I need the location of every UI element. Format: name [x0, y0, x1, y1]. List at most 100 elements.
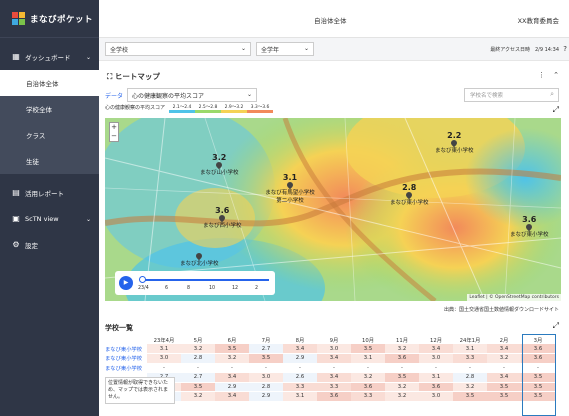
score-cell: 3.5 — [487, 382, 521, 392]
table-header: 2月 — [499, 337, 509, 344]
score-cell: 2.9 — [215, 382, 249, 392]
score-cell: 3.5 — [249, 353, 283, 364]
zoom-in-button[interactable]: + — [111, 123, 117, 131]
source-link[interactable]: 出典：国土交通省国土数値情報ダウンロードサイト — [443, 307, 559, 313]
score-cell: 2.8 — [181, 353, 215, 364]
score-cell: 3.2 — [453, 382, 487, 392]
heatmap-title: ⛶ ヒートマップ — [107, 71, 160, 82]
score-cell: 3.4 — [487, 372, 521, 383]
score-cell: 3.0 — [419, 391, 453, 402]
table-row[interactable]: まなび東小学校 3.0 2.8 3.2 3.5 2.9 3.4 3.1 3.6 3.0 3.3 3.2… — [105, 353, 555, 364]
map-marker[interactable]: 2.2 まなび東小学校 — [435, 131, 474, 154]
table-header: 6月 — [227, 337, 237, 344]
org-name[interactable]: XX教育委員会 — [517, 17, 559, 25]
collapse-icon[interactable]: ⌃ — [553, 71, 559, 79]
score-cell: 3.4 — [317, 372, 351, 383]
school-name-link[interactable]: まなび東小学校 — [105, 353, 147, 364]
grade-select[interactable]: 全学年 ⌄ — [256, 42, 314, 56]
map-marker[interactable]: 3.6 まなび西小学校 — [203, 206, 242, 229]
score-cell: 3.0 — [147, 353, 181, 364]
legend-tick: 2.9〜3.2 — [224, 105, 244, 110]
score-cell: 3.2 — [181, 344, 215, 354]
timeline-track[interactable] — [141, 279, 269, 281]
table-header: 9月 — [329, 337, 339, 344]
score-cell: 3.2 — [385, 391, 419, 402]
heatmap-overlay — [105, 118, 561, 301]
data-select[interactable]: 心の健康観察の平均スコア ⌄ — [127, 88, 258, 102]
table-header: 8月 — [295, 337, 305, 344]
score-cell: - — [419, 363, 453, 373]
score-cell: - — [351, 363, 385, 373]
score-cell: 3.6 — [419, 382, 453, 392]
logo-icon — [12, 12, 25, 25]
data-select-value: 心の健康観察の平均スコア — [132, 92, 205, 100]
expand-icon[interactable]: ⤢ — [552, 321, 559, 330]
sidebar-item-sctn[interactable]: ▣ ScTN view ⌄ — [0, 206, 99, 232]
table-header: 24年1月 — [459, 337, 481, 344]
timeline-tick: 8 — [187, 286, 191, 291]
search-input[interactable]: 学校名で検索 ⌕ — [464, 88, 559, 102]
sidebar-item-school[interactable]: 学校全体 — [0, 96, 99, 122]
score-cell: 3.1 — [283, 391, 317, 402]
school-select-value: 全学校 — [110, 46, 129, 54]
score-cell: 3.5 — [215, 344, 249, 354]
app-title: まなびポケット — [30, 14, 94, 25]
expand-icon[interactable]: ⤢ — [552, 105, 559, 114]
score-cell: 3.4 — [487, 344, 521, 354]
selected-column-highlight — [522, 334, 556, 416]
marker-label: まなび東小学校 — [435, 148, 474, 154]
play-button[interactable]: ▶ — [119, 276, 133, 290]
map-marker[interactable]: 2.8 まなび東小学校 — [390, 183, 429, 206]
legend-swatch — [221, 110, 248, 113]
map-marker[interactable]: まなび北小学校 — [180, 251, 219, 267]
sidebar-item-class[interactable]: クラス — [0, 122, 99, 148]
school-list-title: 学校一覧 — [105, 324, 133, 332]
score-cell: - — [487, 363, 521, 373]
legend-swatch — [195, 110, 222, 113]
school-name-link[interactable]: まなび東小学校 — [105, 363, 147, 373]
zoom-out-button[interactable]: − — [111, 132, 117, 140]
score-cell: 3.5 — [521, 391, 555, 402]
sidebar-item-label: 設定 — [25, 242, 38, 250]
app-logo[interactable]: まなびポケット — [0, 0, 99, 38]
score-cell: 3.4 — [215, 372, 249, 383]
marker-label: まなび東小学校 — [510, 232, 549, 238]
sidebar-item-settings[interactable]: ⚙ 設定 — [0, 232, 99, 258]
sidebar-item-dashboard[interactable]: ▦ ダッシュボード ⌄ — [0, 44, 99, 70]
map-attribution[interactable]: Leaflet | © OpenStreetMap contributors — [467, 294, 561, 301]
map-marker[interactable]: 3.6 まなび東小学校 — [510, 215, 549, 238]
search-icon: ⌕ — [550, 90, 554, 98]
sidebar-item-label: 自治体全体 — [26, 80, 59, 88]
table-header: 3月 — [533, 337, 543, 344]
gear-icon: ⚙ — [12, 240, 20, 249]
table-row[interactable]: まなび東小学校 - - - - - - - - - - - - — [105, 363, 555, 373]
table-row[interactable]: まなび東小学校 3.1 3.2 3.5 2.7 3.4 3.0 3.5 3.2 3.4 3.1 3.4… — [105, 344, 555, 354]
score-cell: 2.9 — [283, 353, 317, 364]
score-cell: 3.6 — [351, 382, 385, 392]
heatmap-title-text: ヒートマップ — [114, 72, 160, 81]
more-icon[interactable]: ⋮ — [538, 71, 545, 79]
score-cell: 3.3 — [283, 382, 317, 392]
score-cell: 3.0 — [419, 353, 453, 364]
score-cell: 2.7 — [181, 372, 215, 383]
school-select[interactable]: 全学校 ⌄ — [105, 42, 251, 56]
legend-bar: 2.1〜2.4 2.5〜2.8 2.9〜3.2 3.3〜3.6 — [169, 104, 274, 113]
help-icon[interactable]: ? — [563, 45, 567, 53]
heatmap-map[interactable]: + − 3.2 まなび山小学校 3.1 まなび有馬望小学校 第二小学校 2.2 まなび… — [105, 118, 561, 301]
timeline-tick: 23/4 — [138, 286, 149, 291]
zoom-controls: + − — [109, 122, 119, 142]
sidebar-item-municipality[interactable]: 自治体全体 — [0, 70, 99, 96]
sidebar-item-student[interactable]: 生徒 — [0, 148, 99, 174]
marker-value: 2.8 — [402, 183, 417, 192]
heatmap-icon: ⛶ — [107, 72, 115, 81]
timeline-slider-handle[interactable] — [139, 276, 146, 283]
score-cell: - — [215, 363, 249, 373]
sidebar-item-report[interactable]: ▤ 活用レポート — [0, 180, 99, 206]
table-header: 5月 — [193, 337, 203, 344]
map-marker[interactable]: 3.1 まなび有馬望小学校 第二小学校 — [265, 173, 315, 204]
timeline-tick: 10 — [209, 286, 216, 291]
score-cell: 3.4 — [317, 353, 351, 364]
filter-bar: 全学校 ⌄ 全学年 ⌄ 最終アクセス日時 2/9 14:34 ? — [99, 38, 569, 60]
map-marker[interactable]: 3.2 まなび山小学校 — [200, 153, 239, 176]
school-name-link[interactable]: まなび東小学校 — [105, 344, 147, 354]
